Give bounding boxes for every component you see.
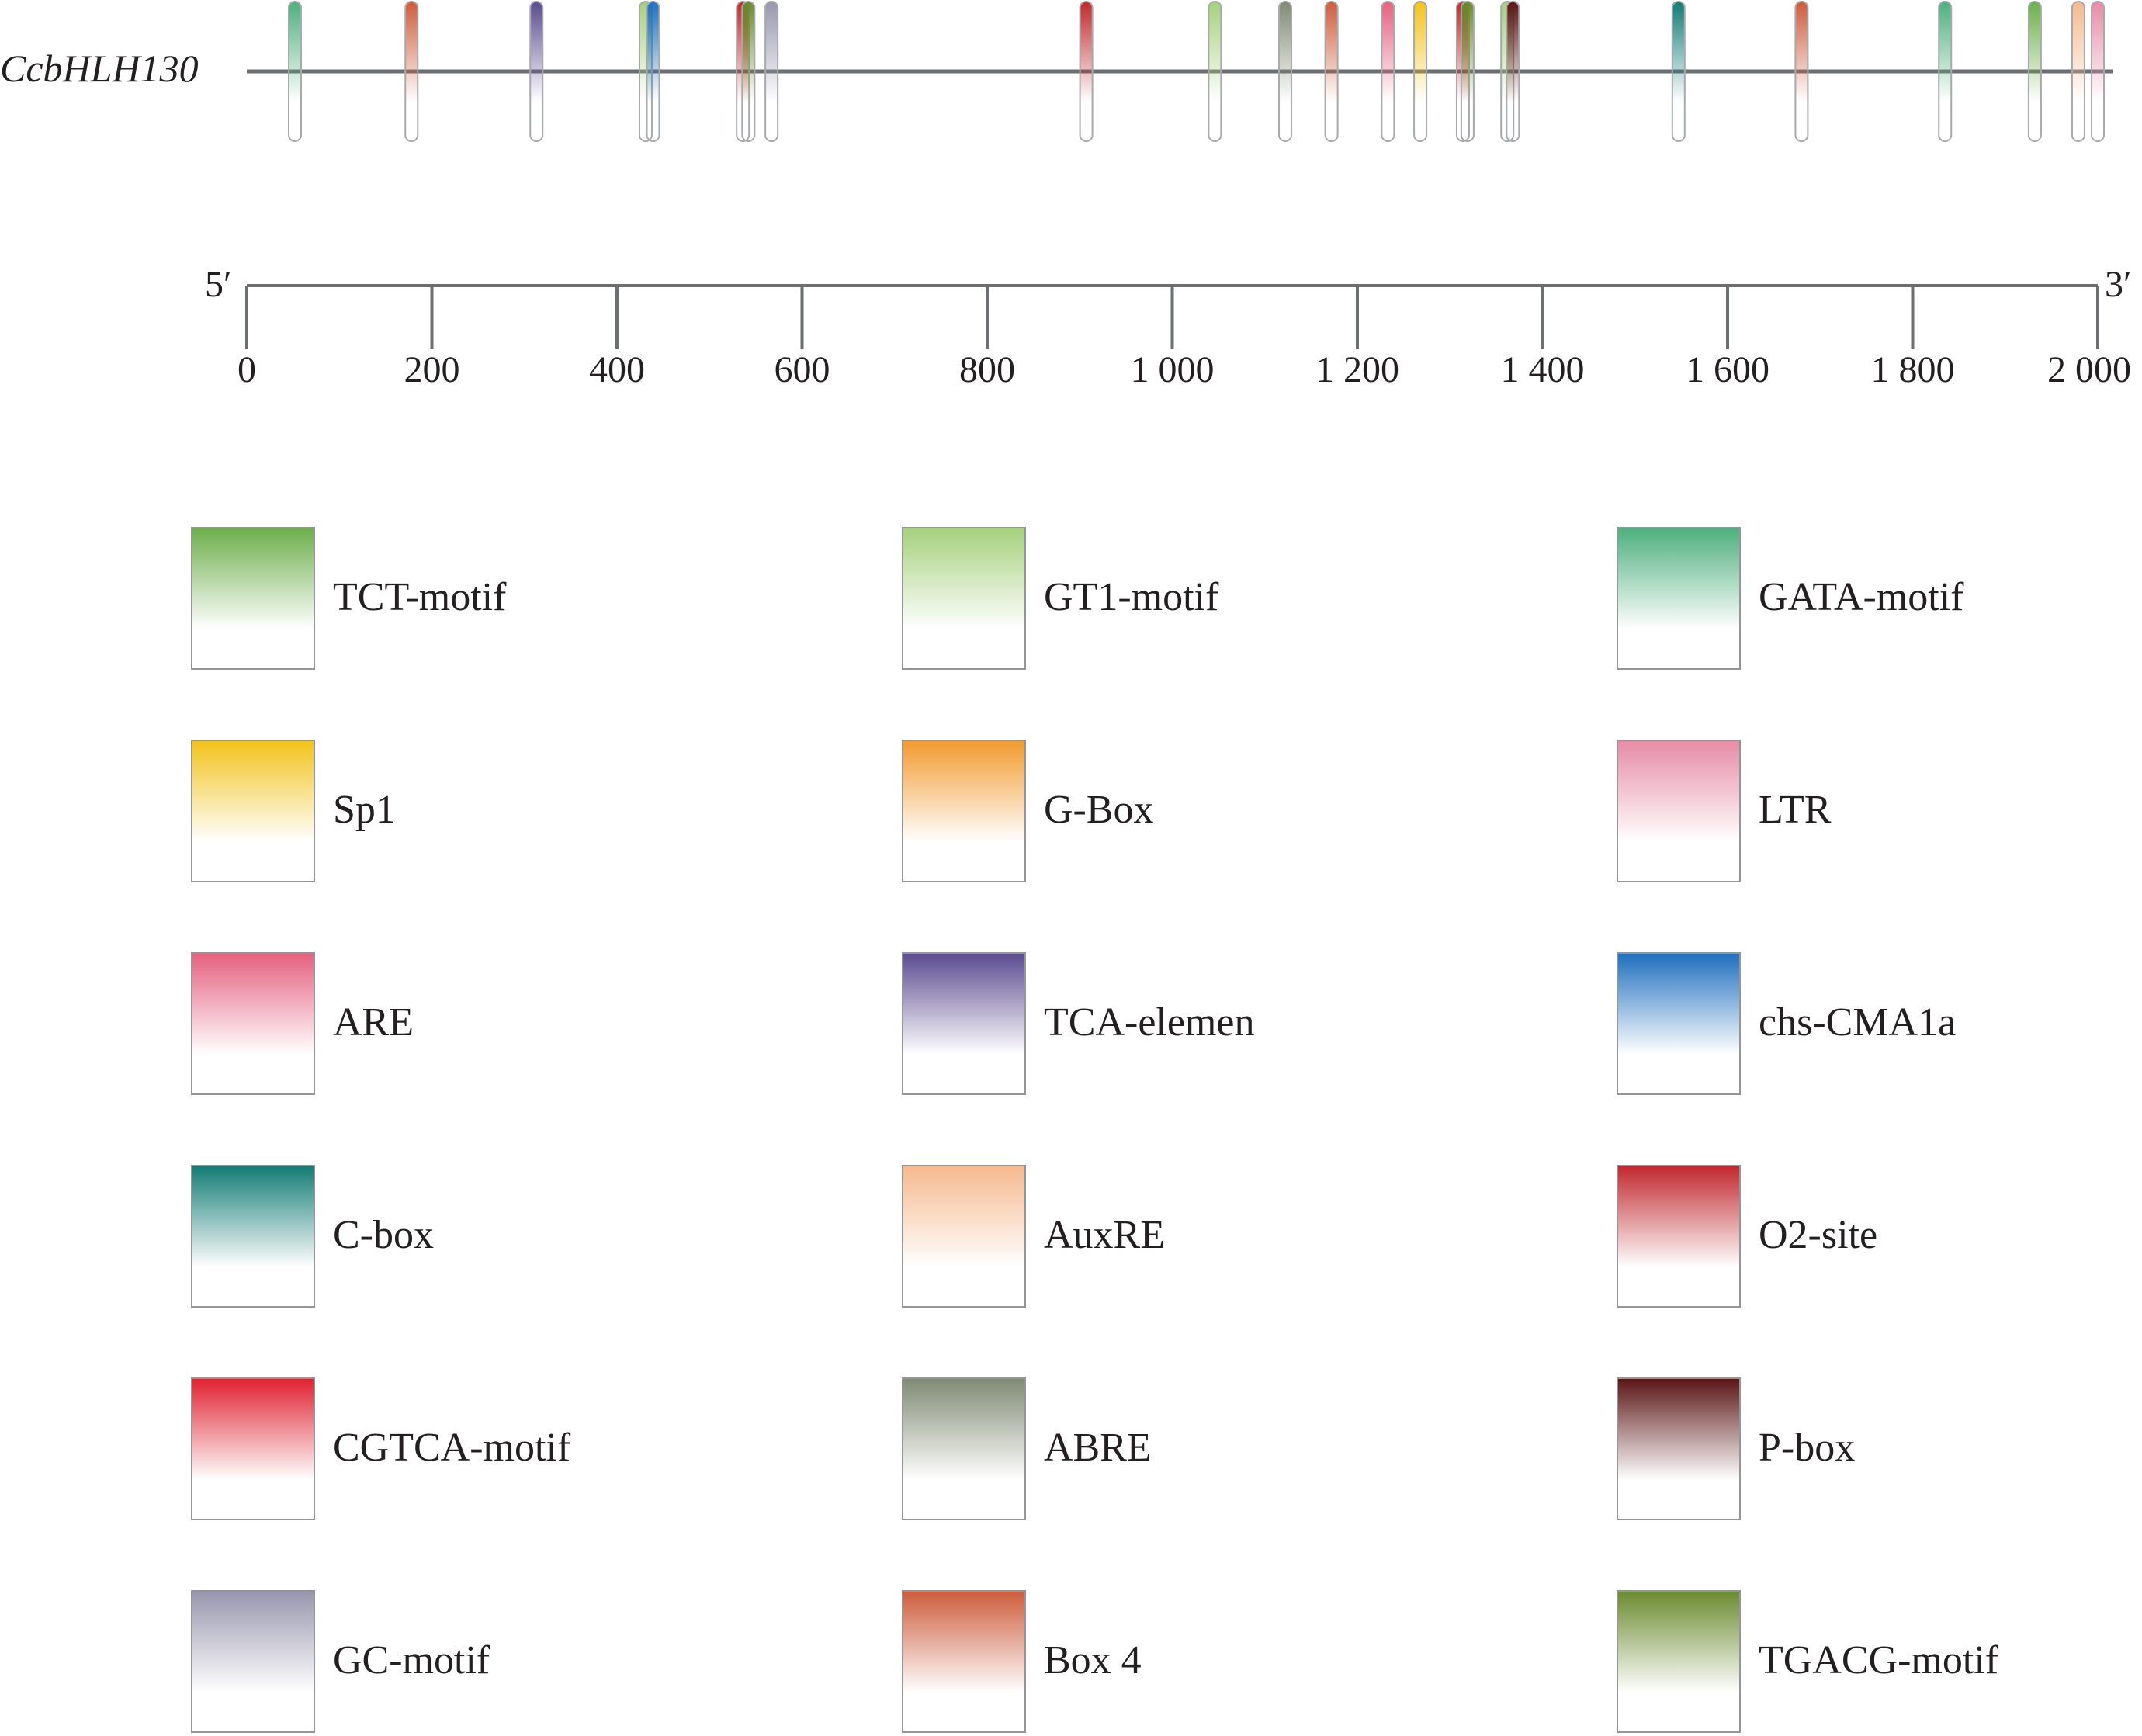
axis-tick-label: 400 — [589, 349, 645, 390]
element-mark-c-box — [1671, 1, 1686, 142]
legend-label-auxre: AuxRE — [1044, 1213, 1165, 1257]
axis-start-label: 5′ — [205, 264, 232, 305]
legend-swatch-auxre — [902, 1165, 1026, 1308]
legend-label-gt1-motif: GT1-motif — [1044, 575, 1219, 619]
axis-tick-label: 2 000 — [2047, 349, 2131, 390]
element-mark-gt1-motif — [1208, 1, 1222, 142]
axis-tick-label: 0 — [237, 349, 256, 390]
legend-label-p-box: P-box — [1759, 1426, 1855, 1470]
element-mark-ltr — [2091, 1, 2105, 142]
legend-swatch-ltr — [1617, 740, 1741, 882]
legend-swatch-gt1-motif — [902, 527, 1026, 670]
axis-tick-label: 1 200 — [1315, 349, 1399, 390]
element-mark-tgacg-motif — [1460, 1, 1475, 142]
legend-swatch-c-box — [191, 1165, 315, 1308]
axis-tick-label: 1 400 — [1501, 349, 1585, 390]
legend-label-abre: ABRE — [1044, 1426, 1152, 1470]
legend-swatch-chs-cma1a — [1617, 952, 1741, 1095]
legend-label-sp1: Sp1 — [333, 788, 396, 832]
legend-label-gata-motif: GATA-motif — [1759, 575, 1964, 619]
element-mark-tca-elemen — [529, 1, 544, 142]
legend-swatch-gc-motif — [191, 1590, 315, 1733]
legend-swatch-o2-site — [1617, 1165, 1741, 1308]
legend-swatch-p-box — [1617, 1377, 1741, 1520]
legend-swatch-box-4 — [902, 1590, 1026, 1733]
element-mark-box-4 — [1324, 1, 1339, 142]
legend-label-tgacg-motif: TGACG-motif — [1759, 1638, 1999, 1682]
legend-label-tca-elemen: TCA-elemen — [1044, 1000, 1254, 1045]
legend: TCT-motif GT1-motif GATA-motif Sp1 G-Box LTR A… — [191, 527, 1999, 1733]
element-marks — [288, 1, 2105, 142]
element-mark-gc-motif — [764, 1, 779, 142]
legend-swatch-are — [191, 952, 315, 1095]
legend-swatch-abre — [902, 1377, 1026, 1520]
legend-label-chs-cma1a: chs-CMA1a — [1759, 1000, 1956, 1045]
legend-label-o2-site: O2-site — [1759, 1213, 1877, 1257]
element-mark-abre — [1277, 1, 1292, 142]
legend-label-are: ARE — [333, 1000, 414, 1045]
element-mark-are — [1381, 1, 1395, 142]
axis-tick-label: 200 — [404, 349, 460, 390]
legend-label-cgtca-motif: CGTCA-motif — [333, 1426, 571, 1470]
legend-swatch-cgtca-motif — [191, 1377, 315, 1520]
legend-label-box-4: Box 4 — [1044, 1638, 1142, 1682]
element-mark-gata-motif — [288, 1, 303, 142]
axis-tick-label: 600 — [775, 349, 830, 390]
axis-end-label: 3′ — [2105, 264, 2132, 305]
element-mark-box-4 — [404, 1, 419, 142]
element-mark-box-4 — [1794, 1, 1809, 142]
axis-tick-label: 1 800 — [1871, 349, 1955, 390]
legend-swatch-g-box — [902, 740, 1026, 882]
legend-label-c-box: C-box — [333, 1213, 434, 1257]
element-mark-gata-motif — [1938, 1, 1953, 142]
legend-label-tct-motif: TCT-motif — [333, 575, 507, 619]
legend-swatch-tct-motif — [191, 527, 315, 670]
axis-ticks: 0 200 400 600 800 1 000 1 200 1 400 1 600 1 800 2 … — [237, 286, 2131, 390]
legend-swatch-sp1 — [191, 740, 315, 882]
legend-swatch-tgacg-motif — [1617, 1590, 1741, 1733]
element-mark-tgacg-motif — [741, 1, 756, 142]
axis-tick-label: 800 — [959, 349, 1015, 390]
element-mark-auxre — [2071, 1, 2085, 142]
legend-label-gc-motif: GC-motif — [333, 1638, 490, 1682]
element-mark-tct-motif — [2027, 1, 2042, 142]
legend-label-g-box: G-Box — [1044, 788, 1154, 832]
element-mark-p-box — [1506, 1, 1520, 142]
gene-name-label: CcbHLH130 — [0, 47, 199, 90]
legend-label-ltr: LTR — [1759, 788, 1832, 832]
axis-tick-label: 1 000 — [1131, 349, 1215, 390]
element-mark-sp1 — [1413, 1, 1428, 142]
element-mark-chs-cma1a — [646, 1, 660, 142]
element-mark-o2-site — [1079, 1, 1094, 142]
axis-tick-label: 1 600 — [1686, 349, 1769, 390]
legend-swatch-tca-elemen — [902, 952, 1026, 1095]
legend-swatch-gata-motif — [1617, 527, 1741, 670]
